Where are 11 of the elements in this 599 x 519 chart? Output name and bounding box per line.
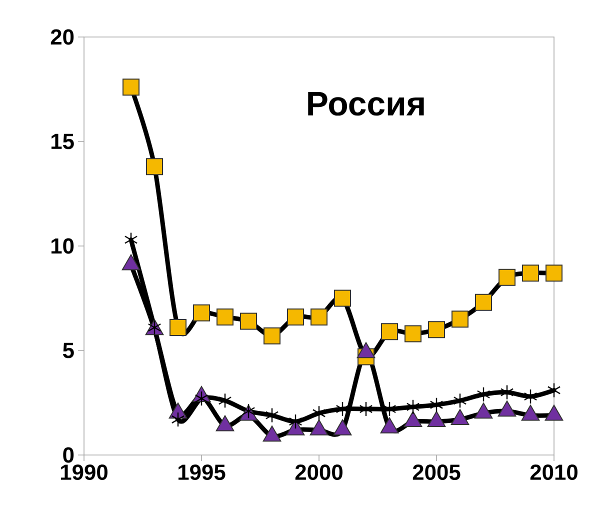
y-tick-label: 15 (52, 134, 74, 150)
y-tick-label: 5 (62, 342, 74, 358)
y-tick-label: 10 (52, 238, 74, 254)
x-tick-label: 2000 (295, 464, 342, 480)
text: Россия (308, 92, 424, 116)
x-tick-label: 2010 (530, 464, 578, 480)
x-tick-label: 1995 (178, 464, 226, 480)
x-tick-label: 2005 (412, 464, 460, 480)
y-tick-label: 20 (50, 29, 74, 45)
x-tick-label: 1990 (61, 464, 108, 480)
y-tick-label: 0 (63, 447, 74, 463)
